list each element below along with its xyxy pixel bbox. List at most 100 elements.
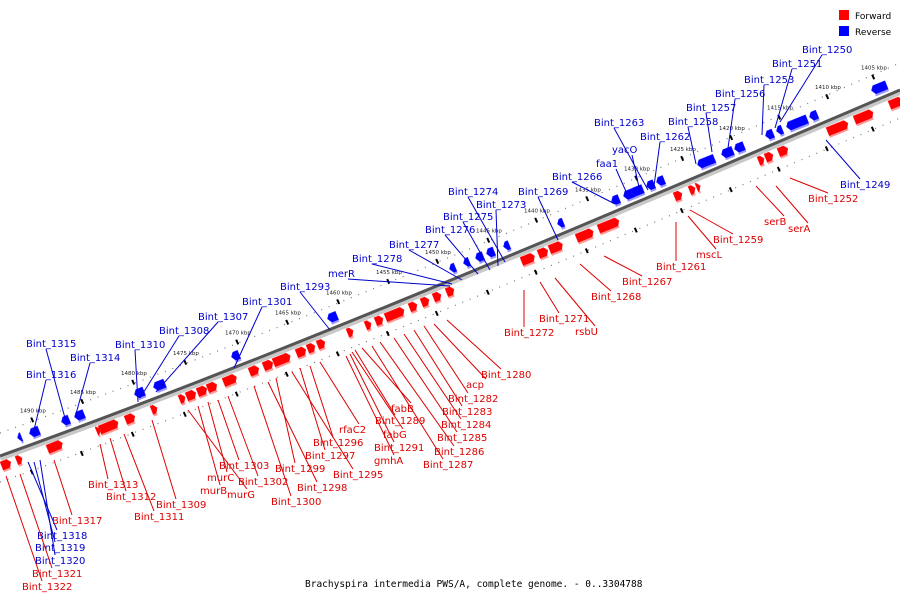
gene-label[interactable]: Bint_1261 <box>656 262 706 273</box>
gene-label[interactable]: Bint_1296 <box>313 438 363 449</box>
forward-gene-block[interactable] <box>45 439 65 456</box>
gene-label[interactable]: murB <box>200 486 227 497</box>
gene-label[interactable]: Bint_1310 <box>115 340 165 351</box>
gene-label[interactable]: Bint_1266 <box>552 172 602 183</box>
forward-gene-block[interactable] <box>519 252 537 268</box>
gene-label[interactable]: Bint_1256 <box>715 89 765 100</box>
forward-gene-block[interactable] <box>687 184 698 197</box>
gene-label[interactable]: Bint_1319 <box>35 543 85 554</box>
reverse-gene-block[interactable] <box>808 110 818 123</box>
gene-label[interactable]: Bint_1287 <box>423 460 473 471</box>
forward-gene-block[interactable] <box>261 359 275 373</box>
forward-gene-block[interactable] <box>694 182 703 194</box>
forward-gene-block[interactable] <box>0 458 13 473</box>
forward-gene-block[interactable] <box>407 301 420 314</box>
forward-gene-block[interactable] <box>97 418 121 437</box>
gene-label[interactable]: Bint_1291 <box>374 443 424 454</box>
reverse-gene-block[interactable] <box>630 184 646 200</box>
forward-gene-block[interactable] <box>184 389 198 404</box>
forward-gene-block[interactable] <box>294 346 308 360</box>
reverse-gene-block[interactable] <box>785 114 810 133</box>
forward-gene-block[interactable] <box>547 240 565 256</box>
gene-label[interactable]: Bint_1298 <box>297 483 347 494</box>
gene-label[interactable]: Bint_1320 <box>35 556 85 567</box>
forward-gene-block[interactable] <box>672 190 685 204</box>
reverse-gene-block[interactable] <box>462 256 472 269</box>
forward-gene-block[interactable] <box>887 96 900 112</box>
forward-gene-block[interactable] <box>574 228 596 245</box>
gene-label[interactable]: Bint_1276 <box>425 225 475 236</box>
gene-label[interactable]: Bint_1278 <box>352 254 402 265</box>
forward-gene-block[interactable] <box>123 412 137 427</box>
reverse-gene-block[interactable] <box>133 386 147 401</box>
forward-gene-block[interactable] <box>205 381 219 395</box>
reverse-gene-block[interactable] <box>655 175 667 188</box>
gene-label[interactable]: Bint_1252 <box>808 194 858 205</box>
gene-label[interactable]: serA <box>788 224 810 235</box>
gene-label[interactable]: Bint_1262 <box>640 132 690 143</box>
gene-label[interactable]: Bint_1272 <box>504 328 554 339</box>
gene-label[interactable]: Bint_1289 <box>375 416 425 427</box>
gene-label[interactable]: rsbU <box>575 327 598 338</box>
forward-gene-block[interactable] <box>271 352 293 369</box>
gene-label[interactable]: mscL <box>696 250 722 261</box>
reverse-gene-block[interactable] <box>556 217 566 230</box>
forward-gene-block[interactable] <box>94 426 103 438</box>
reverse-gene-block[interactable] <box>474 251 486 265</box>
gene-label[interactable]: Bint_1315 <box>26 339 76 350</box>
reverse-gene-block[interactable] <box>775 124 785 137</box>
gene-label[interactable]: Bint_1322 <box>22 582 72 593</box>
gene-label[interactable]: Bint_1283 <box>442 407 492 418</box>
reverse-gene-block[interactable] <box>326 311 340 325</box>
reverse-gene-block[interactable] <box>720 146 736 161</box>
gene-label[interactable]: Bint_1277 <box>389 240 439 251</box>
forward-gene-block[interactable] <box>825 119 851 138</box>
gene-label[interactable]: Bint_1257 <box>686 103 736 114</box>
gene-label[interactable]: Bint_1268 <box>591 292 641 303</box>
reverse-gene-block[interactable] <box>733 141 747 156</box>
reverse-gene-block[interactable] <box>870 80 889 97</box>
gene-label[interactable]: murC <box>207 473 234 484</box>
gene-label[interactable]: Bint_1295 <box>333 470 383 481</box>
gene-label[interactable]: Bint_1307 <box>198 312 248 323</box>
gene-label[interactable]: Bint_1311 <box>134 512 184 523</box>
reverse-gene-block[interactable] <box>764 128 776 142</box>
forward-gene-block[interactable] <box>852 109 876 127</box>
gene-label[interactable]: Bint_1312 <box>106 492 156 503</box>
forward-gene-block[interactable] <box>247 364 261 379</box>
gene-label[interactable]: Bint_1293 <box>280 282 330 293</box>
forward-gene-block[interactable] <box>536 247 550 261</box>
reverse-gene-block[interactable] <box>230 349 242 363</box>
forward-gene-block[interactable] <box>345 327 356 340</box>
forward-gene-block[interactable] <box>195 385 209 399</box>
gene-label[interactable]: Bint_1309 <box>156 500 206 511</box>
gene-label[interactable]: fabB <box>391 404 414 415</box>
reverse-gene-block[interactable] <box>16 432 24 445</box>
forward-gene-block[interactable] <box>383 306 407 324</box>
forward-gene-block[interactable] <box>305 342 318 356</box>
reverse-gene-block[interactable] <box>696 154 717 171</box>
gene-label[interactable]: Bint_1263 <box>594 118 644 129</box>
reverse-gene-block[interactable] <box>448 262 458 275</box>
gene-label[interactable]: Bint_1250 <box>802 45 852 56</box>
gene-label[interactable]: Bint_1274 <box>448 187 498 198</box>
gene-label[interactable]: Bint_1282 <box>448 394 498 405</box>
gene-label[interactable]: Bint_1314 <box>70 353 120 364</box>
reverse-gene-block[interactable] <box>485 246 497 260</box>
gene-label[interactable]: Bint_1308 <box>159 326 209 337</box>
forward-gene-block[interactable] <box>763 151 776 165</box>
gene-label[interactable]: Bint_1271 <box>539 314 589 325</box>
gene-label[interactable]: Bint_1267 <box>622 277 672 288</box>
gene-label[interactable]: Bint_1280 <box>481 370 531 381</box>
gene-label[interactable]: serB <box>764 217 786 228</box>
gene-label[interactable]: Bint_1321 <box>32 569 82 580</box>
reverse-gene-block[interactable] <box>502 240 512 253</box>
gene-label[interactable]: Bint_1269 <box>518 187 568 198</box>
gene-label[interactable]: acp <box>466 380 484 391</box>
forward-gene-block[interactable] <box>149 404 160 417</box>
gene-label[interactable]: murG <box>227 490 255 501</box>
forward-gene-block[interactable] <box>177 393 188 406</box>
gene-label[interactable]: Bint_1258 <box>668 117 718 128</box>
forward-gene-block[interactable] <box>776 145 790 159</box>
gene-label[interactable]: Bint_1259 <box>713 235 763 246</box>
